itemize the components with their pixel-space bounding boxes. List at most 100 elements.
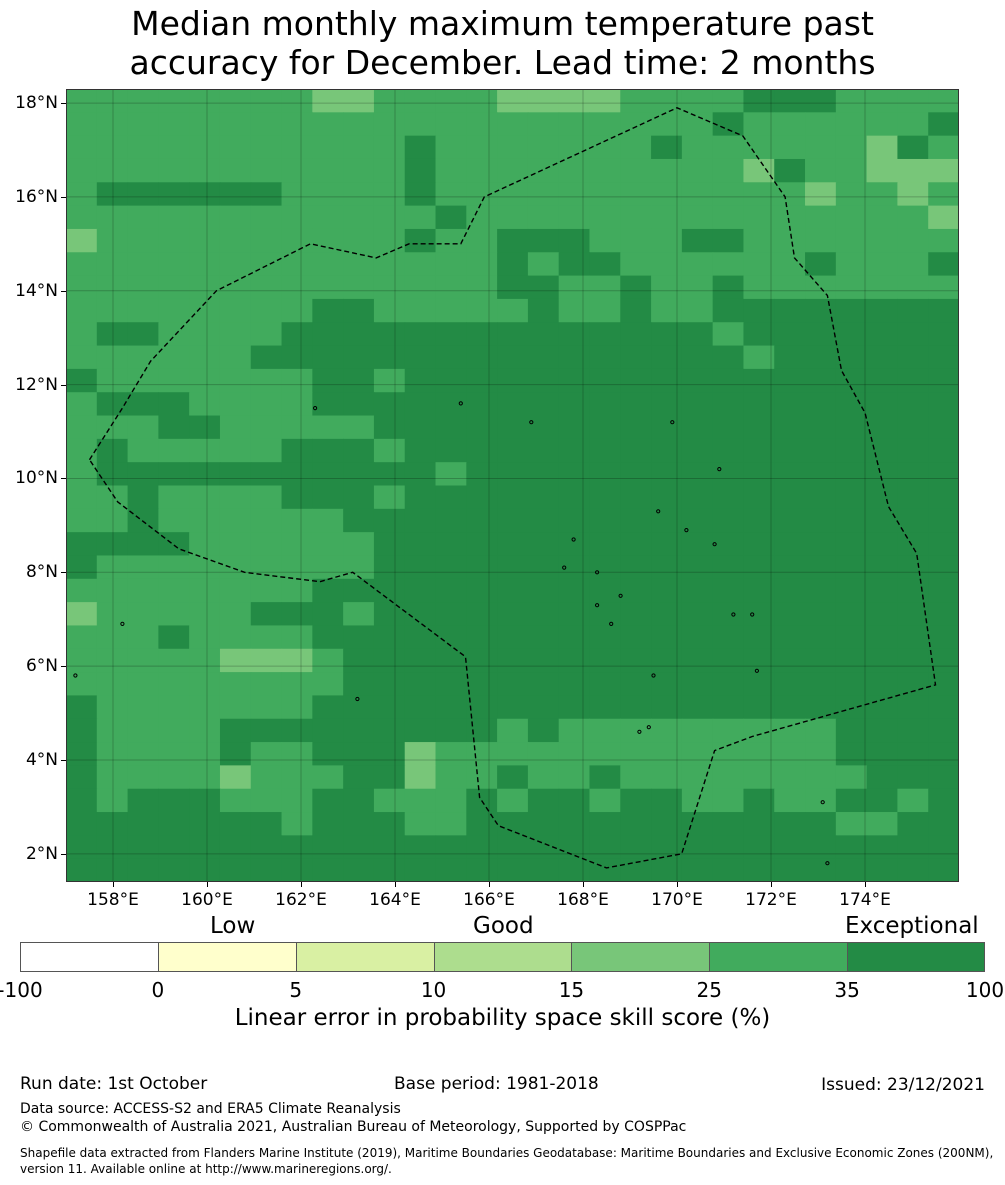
grid-cell [127, 578, 159, 603]
grid-cell [189, 858, 221, 882]
grid-cell [681, 602, 714, 627]
grid-cell [805, 485, 837, 510]
island [609, 621, 614, 627]
grid-cell [928, 322, 959, 347]
longitude-label: 170°E [651, 890, 703, 910]
grid-cell [497, 275, 529, 300]
grid-cell [866, 275, 899, 300]
grid-cell [589, 462, 621, 487]
grid-cell [928, 788, 959, 813]
grid-cell [466, 765, 498, 790]
grid-cell [651, 602, 683, 627]
grid-cell [866, 695, 899, 720]
grid-cell [373, 182, 406, 207]
grid-cell [897, 415, 929, 440]
grid-cell [527, 462, 560, 487]
grid-cell [805, 135, 837, 160]
grid-cell [835, 578, 868, 603]
grid-cell [805, 648, 837, 673]
grid-cell [681, 228, 714, 253]
grid-cell [681, 345, 714, 370]
island [820, 800, 825, 805]
grid-cell [497, 765, 529, 790]
grid-cell [312, 438, 344, 463]
grid-cell [527, 742, 560, 766]
grid-cell [712, 182, 745, 207]
island [120, 621, 125, 627]
grid-cell [620, 392, 652, 417]
grid-cell [527, 298, 560, 323]
grid-cell [435, 368, 467, 393]
island [562, 565, 567, 570]
grid-cell [681, 858, 714, 882]
grid-cell [127, 392, 159, 417]
grid-cell [250, 648, 283, 673]
grid-cell [435, 182, 467, 207]
grid-cell [281, 835, 313, 860]
grid-cell [250, 415, 283, 440]
grid-cell [219, 695, 252, 720]
latitude-tick [61, 478, 66, 480]
grid-cell [897, 205, 929, 230]
grid-cell [681, 415, 714, 440]
grid-cell [712, 368, 745, 393]
grid-cell [96, 135, 129, 160]
grid-cell [497, 462, 529, 487]
grid-cell [189, 298, 221, 323]
grid-cell [373, 485, 406, 510]
grid-cell [96, 392, 129, 417]
grid-cell [404, 578, 437, 603]
grid-cell [219, 298, 252, 323]
grid-cell [651, 555, 683, 580]
grid-cell [404, 322, 437, 347]
grid-cell [312, 182, 344, 207]
grid-cell [835, 182, 868, 207]
grid-cell [66, 532, 98, 557]
grid-cell [558, 625, 591, 650]
grid-cell [589, 788, 621, 813]
grid-cell [835, 765, 868, 790]
grid-cell [866, 718, 899, 743]
grid-cell [189, 648, 221, 673]
grid-cell [928, 625, 959, 650]
grid-cell [66, 555, 98, 580]
grid-cell [281, 672, 313, 697]
longitude-tick [865, 882, 866, 887]
grid-cell [189, 345, 221, 370]
grid-cell [866, 228, 899, 253]
grid-cell [404, 788, 437, 813]
grid-cell [466, 602, 498, 627]
grid-cell [158, 718, 190, 743]
grid-cell [497, 742, 529, 766]
grid-cell [189, 112, 221, 137]
grid-cell [219, 462, 252, 487]
grid-cell [312, 158, 344, 183]
grid-cell [250, 322, 283, 347]
grid-cell [712, 345, 745, 370]
grid-cell [127, 368, 159, 393]
grid-cell [343, 345, 375, 370]
grid-cell [835, 322, 868, 347]
grid-cell [774, 392, 806, 417]
island [825, 861, 830, 866]
grid-cell [66, 695, 98, 720]
grid-cell [343, 742, 375, 766]
grid-cell [620, 648, 652, 673]
grid-cell [66, 718, 98, 743]
grid-cell [189, 555, 221, 580]
grid-cell [250, 835, 283, 860]
grid-cell [343, 392, 375, 417]
grid-cell [897, 508, 929, 533]
grid-cell [219, 89, 252, 113]
grid-cell [404, 345, 437, 370]
grid-cell [281, 89, 313, 113]
grid-cell [312, 578, 344, 603]
grid-cell [189, 578, 221, 603]
grid-cell [651, 112, 683, 137]
grid-cell [219, 345, 252, 370]
island [595, 570, 600, 575]
grid-cell [250, 532, 283, 557]
grid-cell [897, 695, 929, 720]
grid-cell [127, 438, 159, 463]
grid-cell [127, 415, 159, 440]
